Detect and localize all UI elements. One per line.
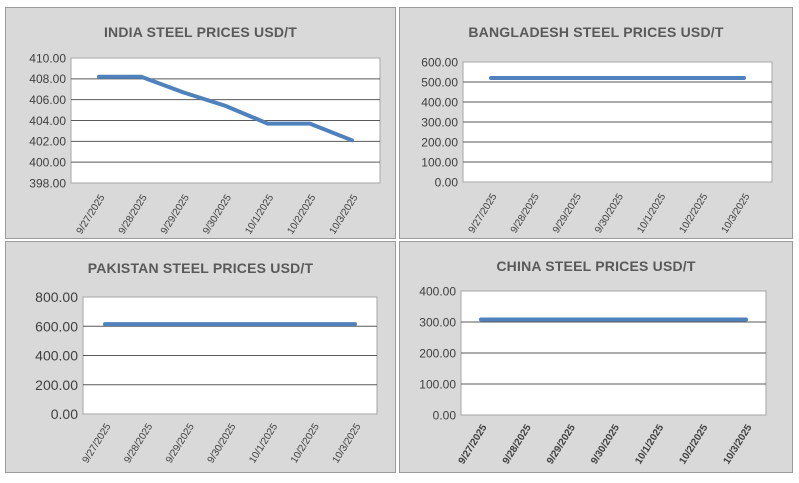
x-tick-label: 9/27/2025	[81, 421, 114, 465]
x-tick-label: 9/29/2025	[551, 191, 584, 235]
x-tick-label: 10/1/2025	[635, 191, 668, 235]
pakistan-chart-title: PAKISTAN STEEL PRICES USD/T	[87, 260, 314, 276]
x-tick-label: 10/3/2025	[331, 421, 364, 465]
x-tick-label: 10/2/2025	[289, 421, 322, 465]
y-tick-label: 600.00	[35, 318, 78, 334]
y-tick-label: 410.00	[29, 51, 66, 65]
x-tick-label: 10/3/2025	[328, 192, 361, 236]
y-tick-label: 404.00	[29, 114, 66, 128]
y-tick-label: 400.00	[29, 155, 66, 169]
y-tick-label: 0.00	[51, 406, 78, 422]
y-tick-label: 402.00	[29, 135, 66, 149]
y-tick-label: 200.00	[35, 377, 78, 393]
x-tick-label: 10/1/2025	[247, 421, 280, 465]
y-tick-label: 300.00	[419, 315, 456, 329]
y-tick-label: 100.00	[421, 155, 458, 169]
y-tick-label: 398.00	[29, 176, 66, 190]
x-tick-label: 9/27/2025	[467, 191, 500, 235]
y-tick-label: 800.00	[35, 289, 78, 305]
x-tick-label: 9/30/2025	[201, 192, 234, 236]
china-chart-plot: 0.00 100.00 200.00 300.00 400.00 9/27/2025 9/2…	[419, 284, 767, 466]
x-tick-label: 9/29/2025	[545, 422, 578, 466]
x-tick-label: 10/2/2025	[677, 422, 710, 466]
x-tick-label: 9/29/2025	[164, 421, 197, 465]
x-tick-label: 9/28/2025	[509, 191, 542, 235]
y-tick-label: 408.00	[29, 72, 66, 86]
y-tick-label: 400.00	[421, 95, 458, 109]
x-tick-label: 10/3/2025	[720, 191, 753, 235]
x-tick-label: 10/3/2025	[722, 422, 755, 466]
x-tick-label: 9/28/2025	[122, 421, 155, 465]
y-tick-label: 300.00	[421, 115, 458, 129]
y-tick-label: 406.00	[29, 93, 66, 107]
bangladesh-chart-plot: 0.00 100.00 200.00 300.00 400.00 500.00 600.00…	[421, 55, 773, 235]
y-tick-label: 0.00	[433, 408, 457, 422]
x-tick-label: 9/30/2025	[589, 422, 622, 466]
china-chart-title: CHINA STEEL PRICES USD/T	[496, 258, 696, 274]
y-tick-label: 400.00	[35, 348, 78, 364]
x-tick-label: 9/30/2025	[206, 421, 239, 465]
x-tick-label: 9/27/2025	[457, 422, 490, 466]
x-tick-label: 10/1/2025	[633, 422, 666, 466]
y-tick-label: 100.00	[419, 377, 456, 391]
x-tick-label: 9/30/2025	[593, 191, 626, 235]
india-chart-panel: INDIA STEEL PRICES USD/T 398.00 400.00 402…	[5, 7, 396, 239]
x-tick-label: 10/2/2025	[677, 191, 710, 235]
series-line	[97, 74, 354, 143]
y-tick-label: 400.00	[419, 284, 456, 298]
x-tick-label: 10/2/2025	[285, 192, 318, 236]
y-tick-label: 0.00	[435, 175, 459, 189]
x-tick-label: 9/28/2025	[117, 192, 150, 236]
x-tick-label: 10/1/2025	[243, 192, 276, 236]
y-tick-label: 600.00	[421, 55, 458, 69]
x-tick-label: 9/29/2025	[159, 192, 192, 236]
y-tick-label: 200.00	[419, 346, 456, 360]
y-tick-label: 200.00	[421, 135, 458, 149]
india-chart-plot: 398.00 400.00 402.00 404.00 406.00 408.00 410.…	[29, 51, 381, 236]
x-tick-label: 9/28/2025	[501, 422, 534, 466]
india-chart-title: INDIA STEEL PRICES USD/T	[103, 24, 298, 40]
y-tick-label: 500.00	[421, 75, 458, 89]
x-tick-label: 9/27/2025	[75, 192, 108, 236]
china-chart-panel: CHINA STEEL PRICES USD/T 0.00 100.00 200.0…	[399, 241, 793, 473]
bangladesh-chart-title: BANGLADESH STEEL PRICES USD/T	[468, 24, 724, 40]
bangladesh-chart-panel: BANGLADESH STEEL PRICES USD/T 0.00 100.00…	[399, 7, 793, 239]
pakistan-chart-panel: PAKISTAN STEEL PRICES USD/T 0.00 200.00 40…	[5, 241, 396, 473]
